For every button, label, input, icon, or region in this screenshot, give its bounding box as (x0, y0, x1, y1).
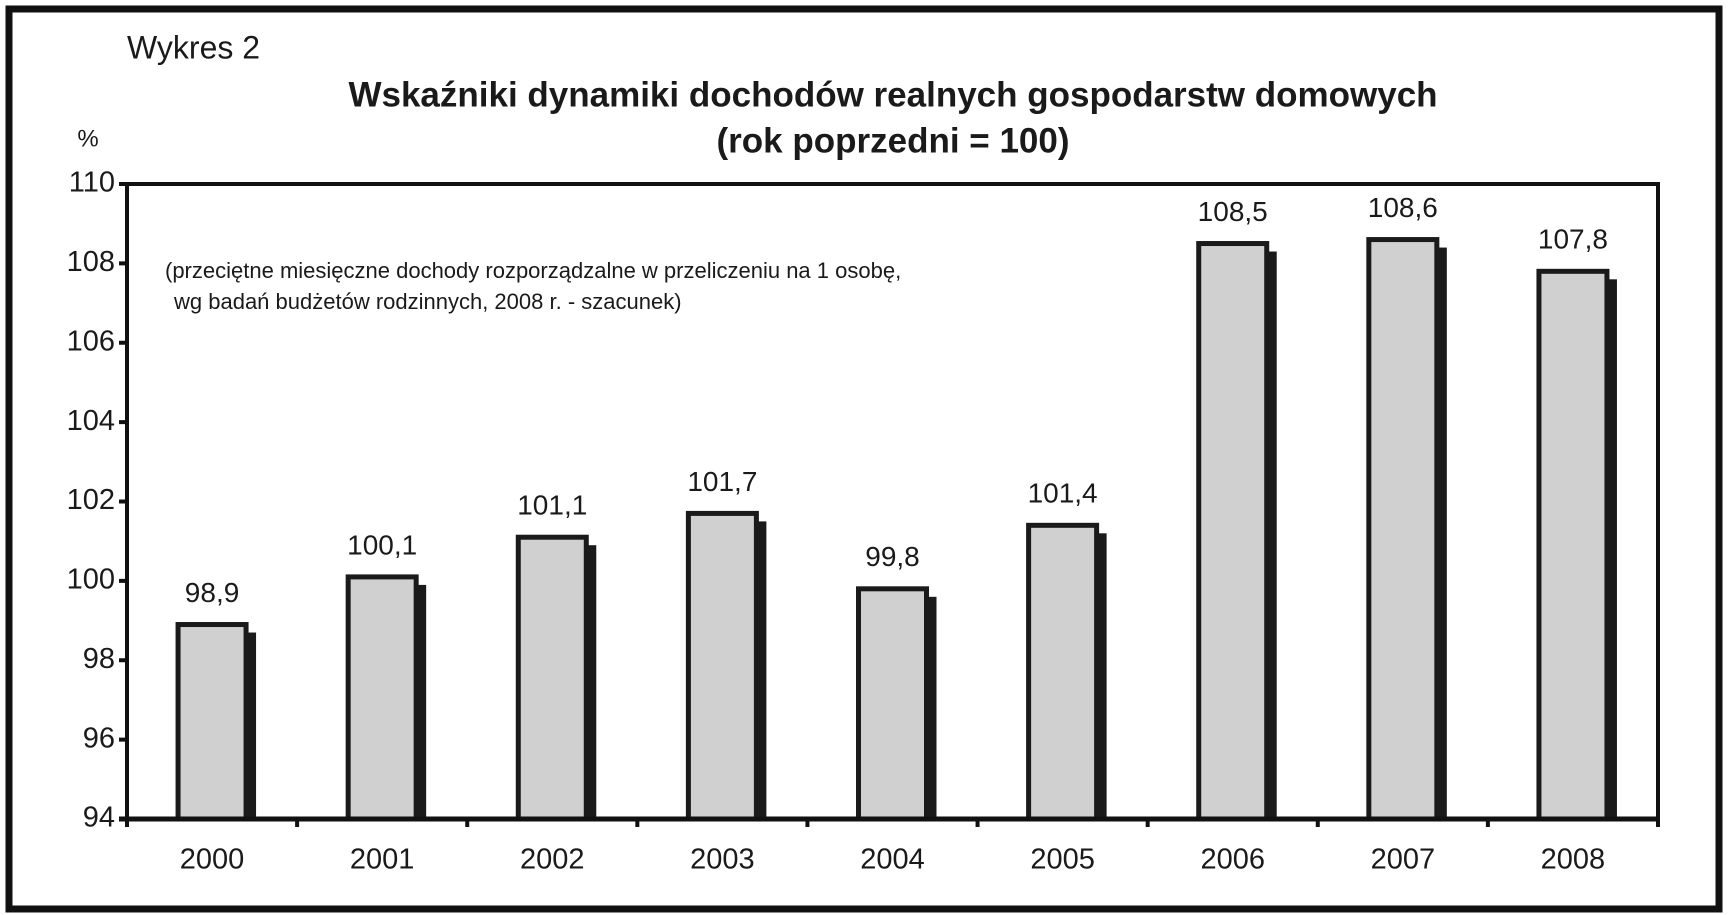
bar (1026, 522, 1100, 822)
bar (685, 510, 759, 822)
y-tick-label: 106 (67, 325, 115, 357)
y-axis-label: % (77, 125, 98, 152)
x-tick-label: 2002 (520, 844, 585, 876)
value-label: 98,9 (185, 577, 240, 608)
annotation: wg badań budżetów rodzinnych, 2008 r. - … (173, 289, 682, 314)
x-tick-label: 2007 (1371, 844, 1436, 876)
x-tick-label: 2004 (860, 844, 925, 876)
y-tick-label: 104 (67, 405, 115, 437)
annotation: (przeciętne miesięczne dochody rozporząd… (165, 258, 901, 283)
y-tick-label: 100 (67, 564, 115, 596)
y-tick-label: 102 (67, 484, 115, 516)
value-label: 99,8 (865, 541, 920, 572)
value-label: 108,5 (1198, 196, 1268, 227)
value-label: 107,8 (1538, 224, 1608, 255)
chart-title: Wskaźniki dynamiki dochodów realnych gos… (348, 75, 1437, 114)
x-tick-label: 2008 (1541, 844, 1606, 876)
bar (1366, 237, 1440, 822)
x-tick-label: 2003 (690, 844, 755, 876)
x-tick-label: 2006 (1200, 844, 1265, 876)
y-tick-label: 96 (83, 722, 115, 754)
y-tick-label: 110 (69, 167, 115, 199)
value-label: 100,1 (347, 529, 417, 560)
y-tick-label: 108 (67, 246, 115, 278)
bar (175, 622, 249, 822)
value-label: 101,4 (1028, 478, 1098, 509)
bar (345, 574, 419, 822)
y-tick-label: 94 (83, 802, 115, 834)
value-label: 108,6 (1368, 192, 1438, 223)
bar (515, 534, 589, 822)
chart-subtitle: (rok poprzedni = 100) (717, 121, 1070, 160)
bar (856, 586, 929, 822)
value-label: 101,7 (687, 466, 757, 497)
bar (1196, 241, 1270, 822)
x-tick-label: 2001 (350, 844, 415, 876)
chart-label: Wykres 2 (127, 29, 260, 65)
x-tick-label: 2005 (1030, 844, 1095, 876)
y-tick-label: 98 (83, 643, 115, 675)
value-label: 101,1 (517, 490, 587, 521)
x-tick-label: 2000 (180, 844, 245, 876)
bar (1536, 268, 1610, 822)
